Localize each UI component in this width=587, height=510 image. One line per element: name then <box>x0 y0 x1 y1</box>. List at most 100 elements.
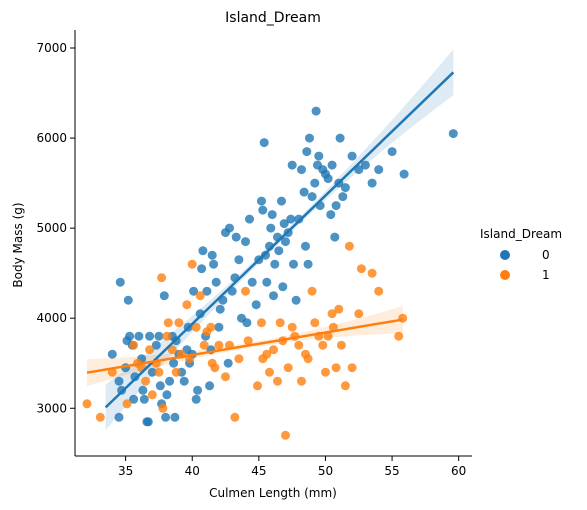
data-point-0 <box>291 295 301 305</box>
data-point-1 <box>344 241 354 251</box>
data-point-1 <box>265 367 274 377</box>
data-point-0 <box>301 241 310 251</box>
data-point-0 <box>257 196 266 206</box>
chart-title: Island_Dream <box>225 10 321 26</box>
data-point-0 <box>287 160 297 170</box>
x-axis-label: Culmen Length (mm) <box>209 486 337 500</box>
data-point-1 <box>154 367 164 377</box>
data-point-1 <box>310 318 320 328</box>
data-point-0 <box>154 331 164 341</box>
x-tick-label: 60 <box>451 464 466 478</box>
data-point-0 <box>294 214 304 224</box>
data-point-0 <box>261 250 270 260</box>
data-point-1 <box>287 322 297 332</box>
data-point-0 <box>211 277 221 287</box>
data-point-1 <box>394 331 404 341</box>
data-point-0 <box>338 192 348 202</box>
data-point-0 <box>299 187 309 197</box>
data-point-0 <box>374 165 384 175</box>
plot-area: 35 40 45 50 55 60 3000 4000 5000 6000 7000 <box>36 30 472 478</box>
data-point-0 <box>247 277 257 287</box>
data-point-0 <box>266 223 276 233</box>
data-point-1 <box>262 349 272 359</box>
data-point-0 <box>330 232 340 242</box>
data-point-0 <box>114 412 124 422</box>
data-point-0 <box>311 106 321 116</box>
data-point-0 <box>197 264 207 274</box>
data-point-1 <box>354 309 364 319</box>
data-point-0 <box>151 340 161 350</box>
data-point-0 <box>448 129 458 139</box>
data-point-0 <box>307 192 317 202</box>
data-point-0 <box>198 246 208 256</box>
data-point-0 <box>269 291 278 301</box>
legend: Island_Dream 0 1 <box>480 227 562 282</box>
data-point-0 <box>305 133 314 143</box>
data-point-1 <box>294 340 304 350</box>
data-point-1 <box>234 354 244 364</box>
data-point-0 <box>214 322 224 332</box>
data-point-1 <box>221 372 230 382</box>
data-point-0 <box>123 295 133 305</box>
data-point-0 <box>360 160 370 170</box>
data-point-1 <box>174 318 184 328</box>
data-point-1 <box>321 367 330 377</box>
data-point-0 <box>202 286 212 296</box>
data-point-1 <box>269 345 278 355</box>
data-point-1 <box>241 286 250 296</box>
data-point-0 <box>262 277 272 287</box>
data-point-1 <box>122 399 132 409</box>
data-point-1 <box>281 430 290 440</box>
data-point-1 <box>273 376 282 386</box>
data-point-1 <box>171 367 181 377</box>
data-point-1 <box>187 259 197 269</box>
data-point-1 <box>323 331 333 341</box>
legend-label-1: 1 <box>542 268 550 282</box>
data-point-0 <box>191 394 201 404</box>
data-point-1 <box>340 381 350 391</box>
data-point-0 <box>297 165 306 175</box>
trend-line-1 <box>86 318 403 374</box>
data-point-0 <box>161 412 171 422</box>
data-point-0 <box>231 232 241 242</box>
data-point-1 <box>307 286 317 296</box>
data-point-1 <box>283 363 293 373</box>
data-point-0 <box>139 394 149 404</box>
data-point-1 <box>95 412 105 422</box>
data-point-0 <box>114 376 124 386</box>
x-tick-label: 50 <box>318 464 333 478</box>
data-point-1 <box>157 273 167 283</box>
data-point-0 <box>277 196 286 206</box>
data-point-0 <box>138 385 148 395</box>
data-point-1 <box>129 340 139 350</box>
data-point-1 <box>327 309 337 319</box>
data-point-1 <box>328 322 338 332</box>
x-tick-label: 40 <box>185 464 200 478</box>
data-point-0 <box>310 178 320 188</box>
x-tick-label: 35 <box>118 464 133 478</box>
data-point-0 <box>354 165 364 175</box>
data-point-0 <box>143 417 153 427</box>
data-point-0 <box>107 349 117 359</box>
data-point-0 <box>195 309 205 319</box>
data-point-1 <box>257 318 266 328</box>
data-point-1 <box>191 322 201 332</box>
data-point-0 <box>289 259 298 269</box>
data-point-1 <box>297 376 306 386</box>
data-point-0 <box>251 300 261 310</box>
data-point-0 <box>162 390 172 400</box>
data-point-1 <box>318 340 328 350</box>
data-point-1 <box>275 318 285 328</box>
data-point-1 <box>141 376 151 386</box>
data-point-1 <box>303 354 313 364</box>
data-point-0 <box>335 133 345 143</box>
data-point-0 <box>340 183 350 193</box>
data-point-0 <box>387 147 397 157</box>
y-tick-label: 6000 <box>36 131 67 145</box>
data-point-1 <box>253 381 262 391</box>
data-point-1 <box>145 345 155 355</box>
data-point-1 <box>163 318 173 328</box>
x-tick-label: 55 <box>384 464 399 478</box>
data-point-0 <box>259 138 269 148</box>
